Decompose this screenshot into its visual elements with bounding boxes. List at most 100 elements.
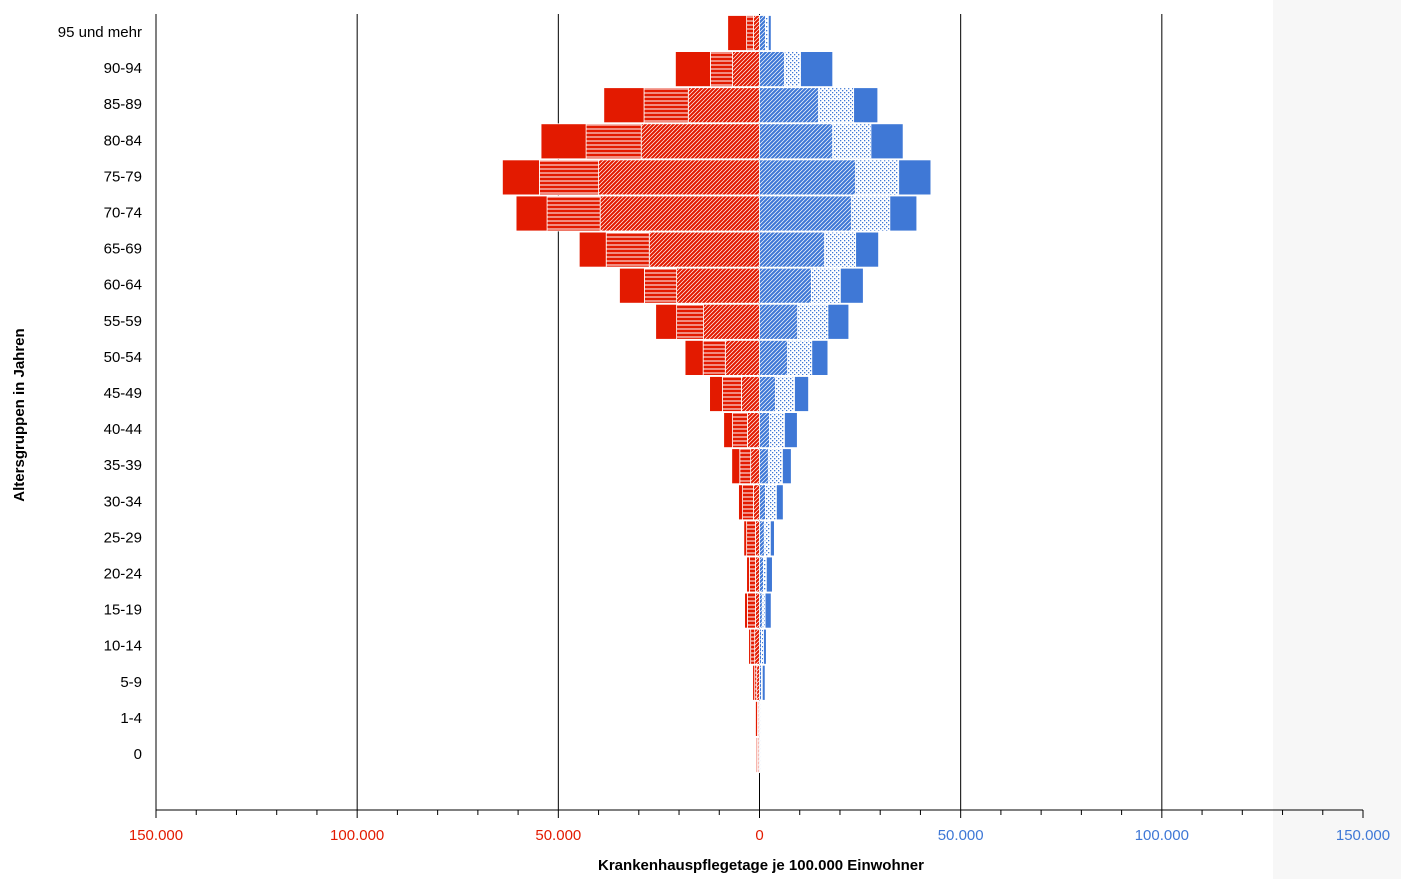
bar-segment — [648, 231, 760, 268]
bar-segment — [832, 123, 872, 160]
bar-segment — [898, 159, 932, 196]
x-tick-label: 150.000 — [1336, 827, 1390, 844]
bar-segment — [746, 15, 754, 51]
bar-segment — [710, 51, 733, 87]
bar-segment — [759, 556, 764, 593]
bar-segment — [539, 159, 599, 196]
y-tick-label: 50-54 — [104, 349, 142, 366]
bar-segment — [603, 87, 645, 124]
y-axis-title: Altersgruppen in Jahren — [11, 328, 28, 501]
y-tick-label: 15-19 — [104, 602, 142, 619]
bar-segment — [546, 195, 601, 232]
bar-segment — [644, 267, 678, 304]
y-tick-label: 35-39 — [104, 457, 142, 474]
bar-segment — [676, 303, 704, 340]
bars — [502, 15, 932, 773]
bar-segment — [585, 123, 642, 160]
bar-segment — [797, 303, 829, 340]
bar-segment — [724, 339, 760, 376]
y-tick-label: 70-74 — [104, 204, 142, 221]
x-tick-label: 100.000 — [330, 827, 384, 844]
bar-segment — [731, 448, 741, 485]
bar-segment — [756, 664, 760, 701]
bar-segment — [759, 159, 857, 196]
bar-segment — [743, 520, 748, 557]
bar-segment — [755, 701, 758, 737]
bar-segment — [747, 592, 756, 629]
bar-segment — [746, 520, 756, 557]
bar-segment — [889, 195, 918, 232]
bar-segment — [759, 592, 763, 629]
bar-segment — [759, 520, 765, 557]
bar-segment — [784, 51, 801, 87]
y-tick-label: 80-84 — [104, 132, 142, 149]
bar-segment — [502, 159, 540, 196]
bar-segment — [853, 87, 879, 124]
bar-segment — [759, 87, 820, 124]
bar-segment — [759, 123, 834, 160]
bar-segment — [759, 412, 770, 449]
x-axis-title: Krankenhauspflegetage je 100.000 Einwohn… — [598, 857, 924, 874]
bar-segment — [759, 267, 812, 304]
bar-segment — [769, 520, 775, 557]
bar-segment — [675, 51, 711, 87]
bar-segment — [759, 376, 776, 412]
bar-segment — [746, 556, 750, 593]
y-tick-label: 5-9 — [120, 674, 142, 691]
y-tick-label: 40-44 — [104, 421, 142, 438]
bar-segment — [759, 51, 785, 87]
y-tick-label: 95 und mehr — [58, 24, 142, 41]
bar-segment — [755, 592, 760, 629]
bar-segment — [769, 412, 785, 449]
bar-segment — [855, 231, 879, 268]
bar-segment — [655, 303, 678, 340]
y-tick-label: 75-79 — [104, 168, 142, 185]
bar-segment — [765, 15, 769, 51]
y-tick-label: 55-59 — [104, 313, 142, 330]
bar-segment — [759, 484, 766, 521]
bar-segment — [782, 448, 792, 485]
bar-segment — [759, 231, 826, 268]
bar-segment — [794, 376, 809, 412]
bar-segment — [742, 484, 754, 521]
bar-segment — [827, 303, 850, 340]
bar-segment — [744, 592, 748, 629]
y-tick-label: 60-64 — [104, 277, 142, 294]
bar-segment — [702, 339, 726, 376]
bar-segment — [732, 51, 760, 87]
bar-segment — [754, 628, 760, 665]
side-panel — [1273, 0, 1401, 879]
x-tick-label: 150.000 — [129, 827, 183, 844]
bar-segment — [851, 195, 891, 232]
bar-segment — [767, 15, 772, 51]
bar-segment — [787, 339, 813, 376]
bar-segment — [759, 15, 766, 51]
bar-segment — [824, 231, 857, 268]
y-tick-label: 90-94 — [104, 60, 142, 77]
y-tick-label: 65-69 — [104, 241, 142, 258]
bar-segment — [759, 448, 769, 485]
bar-segment — [684, 339, 704, 376]
y-tick-label: 10-14 — [104, 638, 142, 655]
bar-segment — [755, 737, 758, 773]
bar-segment — [763, 520, 771, 557]
bar-segment — [755, 556, 760, 593]
bar-segment — [763, 556, 767, 593]
x-tick-label: 50.000 — [535, 827, 581, 844]
bar-segment — [818, 87, 855, 124]
bar-segment — [598, 159, 760, 196]
y-tick-label: 0 — [134, 746, 142, 763]
bar-segment — [765, 556, 773, 593]
bar-segment — [839, 267, 864, 304]
bar-segment — [676, 267, 760, 304]
y-tick-label: 45-49 — [104, 385, 142, 402]
bar-segment — [740, 376, 760, 412]
bar-segment — [755, 520, 760, 557]
bar-segment — [640, 123, 760, 160]
bar-segment — [703, 303, 760, 340]
bar-segment — [619, 267, 645, 304]
x-tick-label: 50.000 — [938, 827, 984, 844]
bar-segment — [775, 484, 784, 521]
x-tick-label: 100.000 — [1135, 827, 1189, 844]
